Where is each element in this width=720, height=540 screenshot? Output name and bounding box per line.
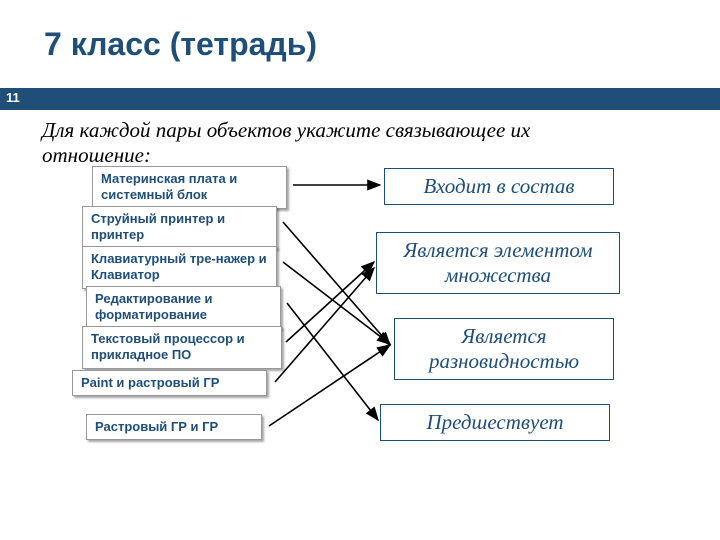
left-box: Текстовый процессор и прикладное ПО xyxy=(82,326,282,369)
right-box: Входит в состав xyxy=(384,168,614,205)
arrow xyxy=(286,262,374,342)
right-box: Является разновидностью xyxy=(394,318,614,380)
page-title: 7 класс (тетрадь) xyxy=(44,26,317,63)
left-box: Струйный принтер и принтер xyxy=(82,206,277,249)
accent-bar xyxy=(0,88,720,110)
left-box: Материнская плата и системный блок xyxy=(92,166,287,209)
arrow xyxy=(283,262,390,344)
arrow xyxy=(269,345,390,426)
arrow xyxy=(287,303,378,420)
right-box: Является элементом множества xyxy=(376,232,620,294)
left-box: Paint и растровый ГР xyxy=(72,370,267,396)
page-number: 11 xyxy=(6,90,20,105)
arrow xyxy=(283,222,390,345)
arrow xyxy=(275,268,374,382)
left-box: Клавиатурный тре-нажер и Клавиатор xyxy=(82,246,277,289)
subtitle: Для каждой пары объектов укажите связыва… xyxy=(42,118,602,168)
right-box: Предшествует xyxy=(380,404,610,441)
left-box: Редактирование и форматирование xyxy=(86,286,281,329)
left-box: Растровый ГР и ГР xyxy=(86,414,262,440)
